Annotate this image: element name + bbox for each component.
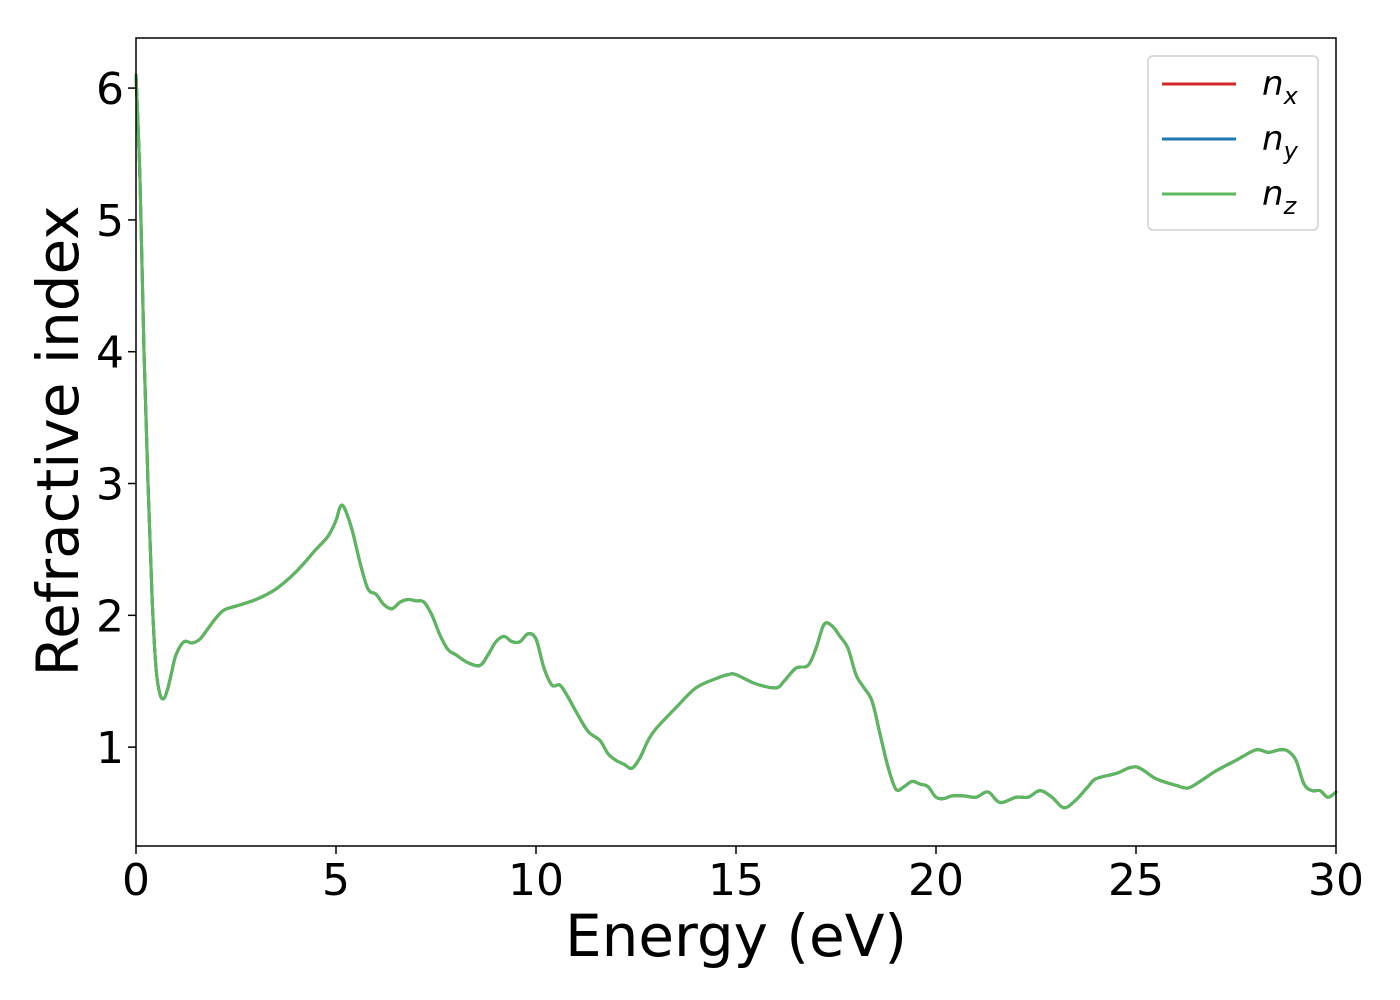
series-line-nz [134, 73, 1338, 810]
y-tick-label: 6 [96, 64, 124, 115]
y-tick-label: 1 [96, 723, 124, 774]
legend-label-subscript: z [1283, 192, 1298, 220]
x-tick-label: 20 [908, 855, 964, 906]
axes-layer: 0 5 10 15 20 25 30 1 2 3 4 5 6 [96, 37, 1364, 906]
legend-frame [1147, 55, 1319, 231]
plot-background [136, 38, 1336, 846]
legend-label-nz: nz [1262, 174, 1298, 220]
x-tick-label: 10 [508, 855, 564, 906]
y-tick-label: 4 [96, 328, 124, 379]
legend-label-ny: ny [1262, 119, 1299, 165]
y-tick-label: 5 [96, 196, 124, 247]
legend-label-base: n [1262, 174, 1284, 214]
y-tick-label: 3 [96, 460, 124, 511]
y-axis-title: Refractive index [24, 205, 92, 676]
plot-area [136, 38, 1336, 846]
x-tick-label: 30 [1308, 855, 1364, 906]
x-tick-label: 15 [708, 855, 764, 906]
x-tick-label: 25 [1108, 855, 1164, 906]
legend-label-base: n [1262, 119, 1284, 159]
x-tick-label: 5 [322, 855, 350, 906]
legend-label-base: n [1262, 64, 1284, 104]
x-axis-title: Energy (eV) [565, 902, 907, 970]
legend-label-nx: nx [1262, 64, 1299, 110]
y-tick-label: 2 [96, 591, 124, 642]
legend-label-subscript: x [1283, 82, 1299, 110]
legend-label-subscript: y [1283, 137, 1299, 165]
series-layer [134, 73, 1338, 810]
x-tick-label: 0 [122, 855, 150, 906]
